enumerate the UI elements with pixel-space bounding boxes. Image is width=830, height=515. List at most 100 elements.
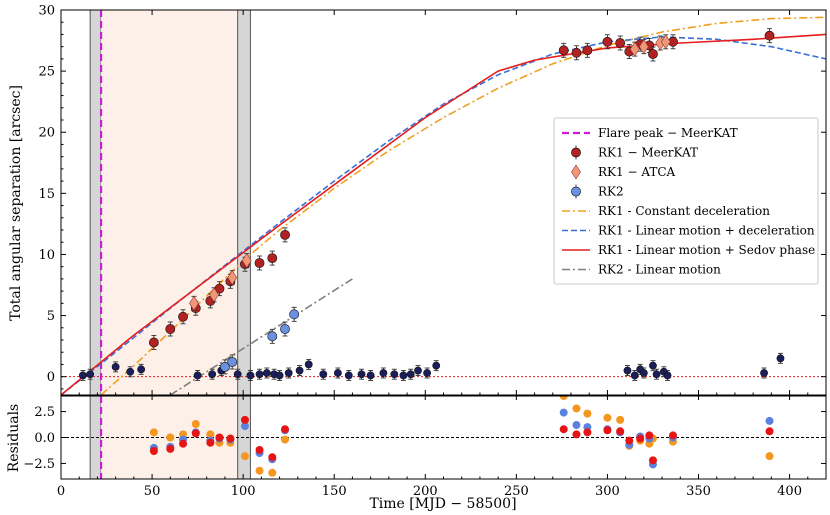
x-tick-label-400: 400 [777, 484, 802, 499]
residual-axis-ticks: 0 50 100 150 200 250 300 350 400 −2.5 0.0 2.5 [23, 396, 826, 499]
point-rk1-meerkat-13 [582, 45, 593, 56]
main-axis-ticks: 0 5 10 15 20 25 30 [38, 4, 826, 395]
point-rk1-meerkat-8 [254, 258, 265, 268]
point-rk1-atca-7 [660, 34, 671, 50]
legend: Flare peak − MeerKAT RK1 − MeerKAT RK1 − A… [553, 117, 819, 285]
point-rk-secondary-component-32 [639, 369, 648, 377]
x-tick-label-200: 200 [413, 484, 438, 499]
residual-constant-deceleration-residuals-4 [206, 430, 215, 439]
legend-label-rk1-meerkat: RK1 − MeerKAT [598, 146, 698, 160]
shaded-region-0 [90, 10, 102, 395]
residual-linear-motion-sedov-phase-residuals-7 [240, 415, 249, 424]
residual-y-tick-label-2-5: −2.5 [23, 457, 55, 472]
residual-constant-deceleration-residuals-1 [166, 433, 175, 442]
residual-constant-deceleration-residuals-12 [572, 404, 581, 413]
residual-linear-motion-sedov-phase-residuals-10 [281, 425, 290, 434]
residual-linear-motion-deceleration-residuals-11 [559, 408, 568, 417]
residual-constant-deceleration-residuals-15 [616, 415, 625, 424]
residual-linear-motion-sedov-phase-residuals-1 [166, 444, 175, 453]
residual-linear-motion-sedov-phase-residuals-2 [179, 439, 188, 448]
point-rk-secondary-component-3 [126, 367, 135, 376]
point-rk1-meerkat-2 [178, 311, 188, 322]
residual-constant-deceleration-residuals-9 [268, 468, 277, 477]
point-rk-secondary-component-34 [652, 370, 661, 379]
point-rk1-atca-5 [639, 39, 649, 55]
residual-reference-lines [61, 396, 826, 479]
residual-linear-motion-sedov-phase-residuals-17 [636, 434, 645, 443]
point-rk-secondary-component-25 [406, 370, 415, 379]
x-tick-label-100: 100 [231, 484, 256, 499]
main-y-axis-label: Total angular separation [arcsec] [8, 85, 24, 321]
residual-linear-motion-sedov-phase-residuals-21 [765, 427, 774, 436]
residual-y-tick-label-0-0: 0.0 [34, 431, 55, 446]
point-rk-secondary-component-14 [284, 369, 293, 377]
residual-constant-deceleration-residuals-10 [281, 435, 290, 444]
point-rk1-atca-1 [209, 287, 219, 303]
point-rk-secondary-component-17 [319, 370, 328, 379]
x-tick-label-350: 350 [686, 484, 711, 499]
main-panel: 0 5 10 15 20 25 30 Total angular separation [a… [8, 4, 827, 396]
residual-data-points [149, 396, 774, 477]
legend-label-rk1-linear-motion-sedov-phase: RK1 - Linear motion + Sedov phase [598, 243, 815, 257]
point-rk1-meerkat-14 [602, 36, 613, 47]
point-rk-secondary-component-36 [663, 371, 672, 380]
point-rk-secondary-component-18 [333, 369, 342, 377]
point-rk1-meerkat-0 [148, 337, 159, 348]
residual-linear-motion-sedov-phase-residuals-3 [191, 429, 200, 438]
point-rk-secondary-component-13 [275, 371, 284, 380]
model-line-rk1-constant-deceleration [100, 16, 826, 395]
point-rk1-atca-4 [629, 41, 640, 57]
residual-linear-motion-sedov-phase-residuals-0 [149, 446, 158, 455]
point-rk1-meerkat-15 [615, 38, 626, 48]
point-rk1-meerkat-9 [267, 253, 278, 264]
point-rk-secondary-component-26 [414, 366, 422, 375]
residual-linear-motion-sedov-phase-residuals-20 [669, 431, 677, 440]
point-rk1-meerkat-12 [571, 47, 582, 58]
point-rk-secondary-component-0 [78, 371, 87, 380]
point-rk1-atca-2 [227, 270, 238, 286]
residual-linear-motion-sedov-phase-residuals-8 [255, 445, 264, 454]
residual-linear-motion-sedov-phase-residuals-9 [268, 453, 277, 462]
residual-linear-motion-sedov-phase-residuals-6 [226, 434, 235, 443]
point-rk-secondary-component-15 [295, 366, 304, 375]
residual-shaded-region-0 [90, 396, 102, 479]
legend-swatch-rk2 [571, 186, 581, 197]
point-rk-secondary-component-22 [379, 369, 388, 377]
residual-linear-motion-sedov-phase-residuals-4 [206, 438, 215, 447]
point-rk-secondary-component-10 [255, 370, 264, 379]
main-reference-lines [61, 10, 826, 395]
point-rk1-meerkat-21 [764, 30, 775, 41]
x-axis-label: Time [MJD − 58500] [369, 496, 516, 512]
shaded-region-1 [101, 10, 238, 395]
point-rk-secondary-component-33 [649, 361, 657, 370]
y-tick-label-5: 5 [47, 309, 55, 324]
point-rk-secondary-component-19 [344, 371, 353, 380]
shaded-region-2 [237, 10, 251, 395]
model-line-rk1-linear-motion-sedov-phase [61, 33, 826, 395]
residual-constant-deceleration-residuals-7 [240, 452, 249, 461]
point-rk1-meerkat-10 [280, 229, 290, 240]
legend-entries: Flare peak − MeerKAT RK1 − MeerKAT RK1 − A… [562, 126, 815, 277]
x-tick-label-0: 0 [57, 484, 65, 499]
main-shaded-regions [89, 10, 251, 395]
legend-label-rk2: RK2 [598, 185, 624, 199]
point-rk-secondary-component-5 [193, 371, 202, 380]
legend-swatch-rk1-atca [571, 164, 581, 180]
legend-label-rk1-linear-motion-deceleration: RK1 - Linear motion + deceleration [598, 224, 815, 238]
point-rk-secondary-component-38 [776, 354, 785, 363]
point-rk-secondary-component-11 [262, 369, 271, 377]
point-rk-secondary-component-29 [623, 366, 632, 375]
residual-linear-motion-sedov-phase-residuals-15 [616, 427, 625, 436]
legend-label-rk2-linear-motion: RK2 - Linear motion [598, 263, 721, 277]
x-tick-label-250: 250 [504, 484, 529, 499]
legend-label-rk1-atca: RK1 − ATCA [598, 165, 676, 179]
residual-constant-deceleration-residuals-3 [191, 420, 200, 429]
point-rk2-4 [289, 309, 300, 320]
point-rk-secondary-component-27 [423, 369, 432, 377]
y-tick-label-30: 30 [38, 4, 55, 19]
residual-linear-motion-deceleration-residuals-21 [765, 416, 774, 425]
legend-label-rk1-constant-deceleration: RK1 - Constant deceleration [598, 204, 770, 218]
y-tick-label-15: 15 [38, 187, 55, 202]
residual-linear-motion-sedov-phase-residuals-5 [215, 433, 224, 442]
